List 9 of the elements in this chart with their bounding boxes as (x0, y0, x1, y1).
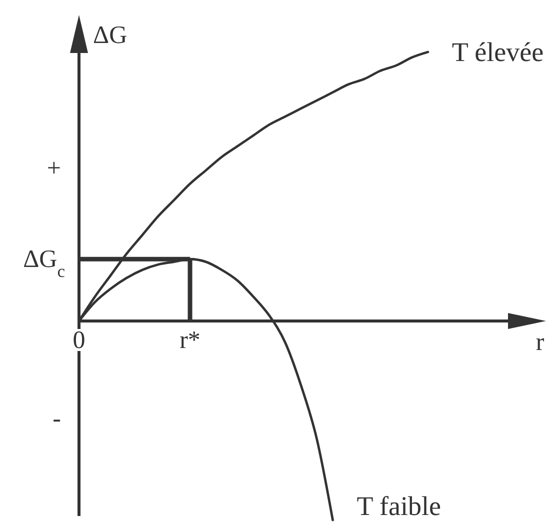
ref-line-label: ΔG$_{c}$ (23, 246, 66, 282)
x-tick-label: 0 (72, 327, 86, 354)
x-tick-label: r* (180, 327, 200, 354)
text: - (52, 406, 61, 432)
series-label: T élevée (452, 37, 544, 67)
series-label: T faible (356, 491, 441, 521)
y-axis-title: ΔG (93, 22, 128, 49)
x-axis-title: r (536, 329, 545, 356)
text: + (46, 155, 61, 182)
